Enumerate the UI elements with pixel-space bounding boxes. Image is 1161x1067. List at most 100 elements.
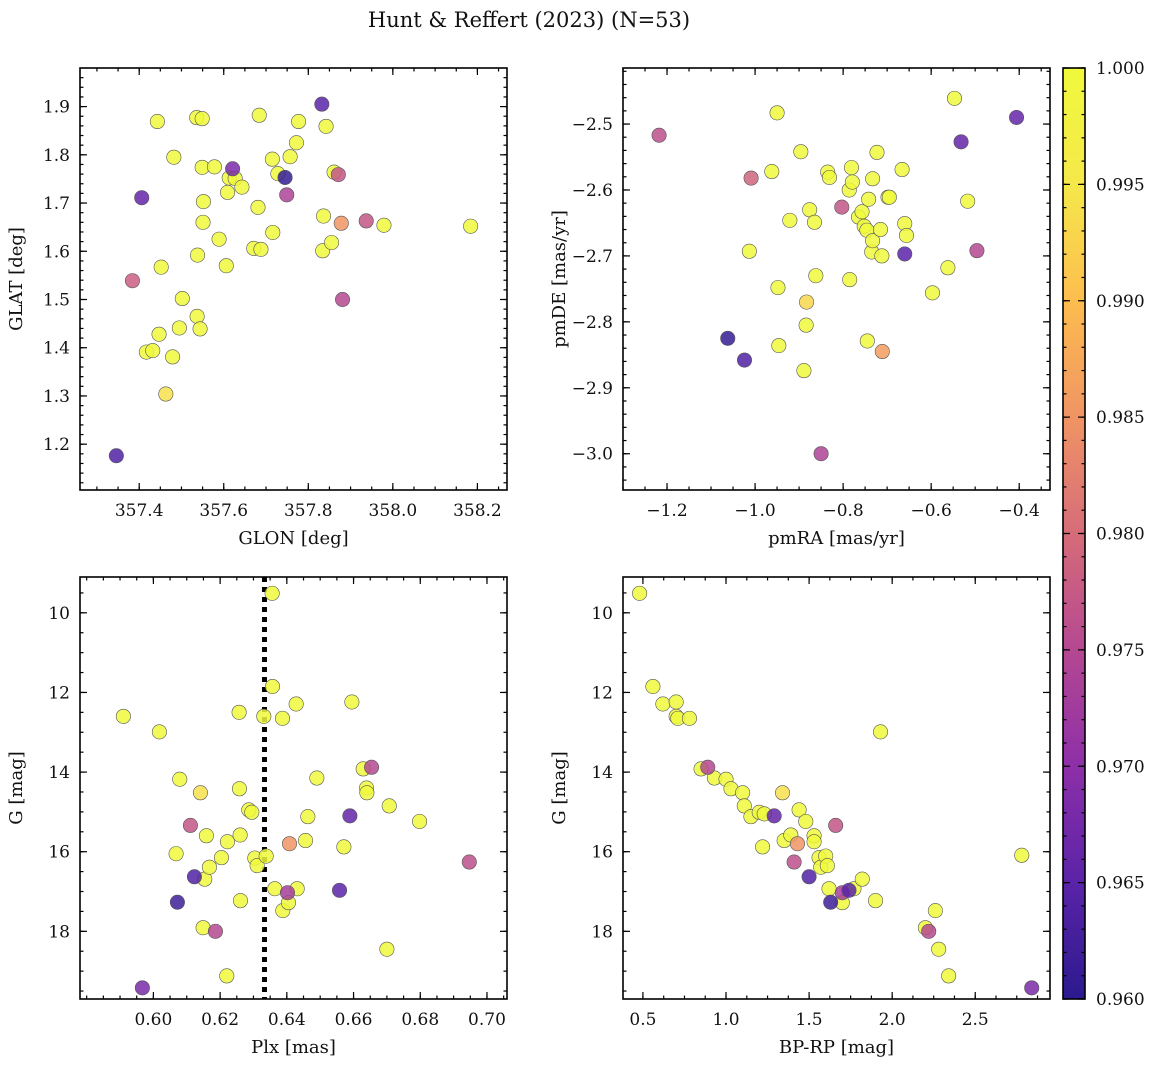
data-point [264,678,280,694]
y-axis-label: G [mag] [549,751,570,824]
data-point [219,968,235,984]
axes-frame [622,67,1051,491]
data-point [218,258,234,274]
data-point [819,858,835,874]
x-axis-label: GLON [deg] [238,528,348,549]
data-point [264,585,280,601]
colorbar-tick-label: 0.975 [1096,641,1145,661]
data-point [764,164,780,180]
y-tick-label: 14 [48,763,70,783]
data-point [291,114,307,130]
y-tick-label: 12 [48,683,70,703]
data-point [300,809,316,825]
data-point [463,218,479,234]
data-point [874,248,890,264]
data-point [793,144,809,160]
data-point [791,802,807,818]
data-point [333,215,349,231]
x-tick-label: 0.60 [134,1010,172,1030]
x-tick-label: −0.6 [911,501,952,521]
data-point [960,193,976,209]
data-point [865,233,881,249]
data-point [941,968,957,984]
data-point [258,848,274,864]
data-point [234,179,250,195]
data-point [198,828,214,844]
x-tick-label: 2.5 [962,1010,989,1030]
data-point [124,273,140,289]
data-point [1014,847,1030,863]
axes-frame [79,67,508,491]
data-point [808,268,824,284]
data-point [336,839,352,855]
data-point [314,96,330,112]
y-tick-label: −2.7 [572,247,613,267]
data-point [786,854,802,870]
data-point [668,694,684,710]
panel-glon-glat: 357.4 357.6 357.8 358.0 358.2 1.2 1.3 1.4 1.5 1.6… [6,67,508,549]
data-point [806,214,822,230]
data-point [720,330,736,346]
x-tick-label: 0.5 [629,1010,656,1030]
data-point [655,696,671,712]
data-point [189,308,205,324]
data-point [796,363,812,379]
data-point [789,836,805,852]
data-point [192,785,208,801]
panel-plx-gmag: 0.60 0.62 0.64 0.66 0.68 0.70 10 12 14 16 18 Plx [m… [6,576,508,1058]
colorbar-tick-label: 1.000 [1096,59,1145,79]
data-point [736,798,752,814]
y-tick-label: 1.6 [43,242,70,262]
x-axis-label: BP-RP [mag] [779,1037,894,1058]
data-point [149,114,165,130]
data-point [344,694,360,710]
y-tick-label: 1.2 [43,435,70,455]
data-point [1024,980,1040,996]
data-point [681,710,697,726]
data-point [115,708,131,724]
data-point [265,224,281,240]
y-tick-label: 1.7 [43,194,70,214]
data-point [192,321,208,337]
data-point [854,871,870,887]
data-point [318,118,334,134]
data-point [859,333,875,349]
data-point [211,231,227,247]
data-point [172,771,188,787]
data-point [364,759,380,775]
colorbar-tick-label: 0.960 [1096,990,1145,1010]
data-point [931,941,947,957]
data-point [766,808,782,824]
y-tick-label: 12 [591,683,613,703]
data-point [798,813,814,829]
data-point [946,90,962,106]
axes-frame [79,576,508,1000]
y-tick-label: 10 [48,604,70,624]
data-point [841,882,857,898]
y-tick-label: 1.3 [43,387,70,407]
data-point [186,869,202,885]
data-point [927,903,943,919]
data-point [342,808,358,824]
data-point [806,834,822,850]
y-tick-label: −2.8 [572,313,613,333]
panel-pmra-pmde: −1.2 −1.0 −0.8 −0.6 −0.4 −3.0 −2.9 −2.8 −2.7 −2.6… [549,67,1051,549]
data-point [277,169,293,185]
y-tick-label: 18 [48,922,70,942]
y-axis-label: pmDE [mas/yr] [549,210,570,348]
data-point [244,804,260,820]
data-point [251,107,267,123]
data-point [924,285,940,301]
data-point [231,781,247,797]
data-point [256,708,272,724]
data-point [755,839,771,855]
y-tick-label: 1.4 [43,339,70,359]
data-point [743,170,759,186]
data-point [881,189,897,205]
data-point [288,135,304,151]
data-point [813,446,829,462]
data-point [834,199,850,215]
data-point [771,338,787,354]
y-tick-label: −2.6 [572,181,613,201]
